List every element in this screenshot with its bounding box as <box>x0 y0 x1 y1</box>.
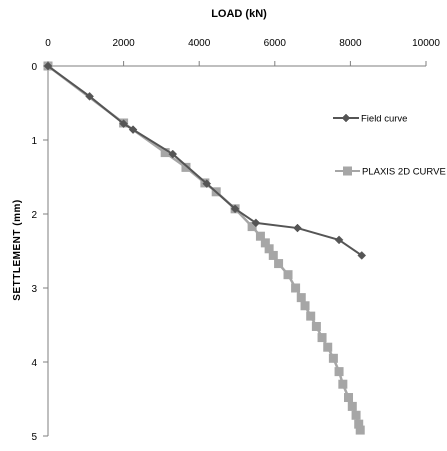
y-tick-label: 1 <box>31 136 37 147</box>
field-curve-point <box>43 61 53 71</box>
x-tick-label: 6000 <box>264 38 287 49</box>
legend-label: PLAXIS 2D CURVE <box>362 167 446 178</box>
y-tick-label: 4 <box>31 358 37 369</box>
plaxis-2d-curve-point <box>347 401 357 411</box>
plaxis-2d-curve-point <box>274 259 284 269</box>
field-curve-point <box>230 204 240 214</box>
legend-swatch-marker <box>341 113 351 123</box>
plaxis-2d-curve-point <box>317 333 327 343</box>
y-axis-title: SETTLEMENT (mm) <box>12 199 23 300</box>
plaxis-2d-curve-point <box>247 222 257 232</box>
field-curve-point <box>251 218 261 228</box>
plaxis-2d-curve-point <box>300 301 310 311</box>
x-tick-label: 2000 <box>112 38 135 49</box>
y-tick-label: 0 <box>31 62 37 73</box>
plaxis-2d-curve-point <box>328 353 338 363</box>
x-tick-label: 4000 <box>188 38 211 49</box>
field-curve-point <box>168 149 178 159</box>
y-tick-label: 3 <box>31 284 37 295</box>
axes: 0 2000 4000 6000 8000 10000 0 1 2 3 4 5 <box>31 38 440 443</box>
field-curve-point <box>334 235 344 245</box>
x-tick-label: 10000 <box>412 38 440 49</box>
field-curve-series <box>43 61 367 260</box>
plaxis-2d-curve-series <box>43 61 365 435</box>
plaxis-2d-curve-point <box>351 410 361 420</box>
plaxis-2d-curve-point <box>323 342 333 352</box>
field-curve-point <box>357 251 367 260</box>
plaxis-2d-curve-point <box>306 311 316 321</box>
plaxis-2d-curve-point <box>338 379 348 389</box>
plaxis-2d-curve-point <box>283 270 293 280</box>
legend-item-plaxis-2d-curve: PLAXIS 2D CURVE <box>335 166 446 178</box>
plaxis-2d-curve-point <box>354 419 364 429</box>
y-tick-label: 2 <box>31 210 37 221</box>
plaxis-2d-curve-point <box>355 425 365 435</box>
x-tick-label: 0 <box>45 38 51 49</box>
plaxis-2d-curve-point <box>255 231 265 241</box>
y-tick-label: 5 <box>31 432 37 443</box>
field-curve-point <box>128 125 138 134</box>
field-curve-line <box>47 65 363 257</box>
plaxis-2d-curve-point <box>260 238 270 248</box>
plaxis-2d-curve-point <box>334 367 344 377</box>
legend: Field curve PLAXIS 2D CURVE <box>333 114 446 178</box>
field-curve-point <box>202 179 212 189</box>
field-curve-point <box>119 119 128 129</box>
field-curve-point <box>293 223 302 233</box>
plaxis-2d-curve-point <box>311 321 321 331</box>
plaxis-2d-curve-point <box>344 393 354 403</box>
plaxis-2d-curve-point <box>181 162 191 172</box>
legend-item-field-curve: Field curve <box>333 114 407 125</box>
plaxis-2d-curve-line <box>47 65 362 431</box>
plaxis-2d-curve-point <box>160 148 170 158</box>
plaxis-2d-curve-point <box>291 283 301 293</box>
chart-title: LOAD (kN) <box>211 8 267 20</box>
field-curve-point <box>85 91 94 101</box>
plaxis-2d-curve-point <box>268 250 278 260</box>
x-tick-label: 8000 <box>339 38 362 49</box>
plaxis-2d-curve-point <box>296 293 306 303</box>
legend-label: Field curve <box>361 114 407 125</box>
legend-swatch-marker <box>343 166 352 176</box>
plaxis-2d-curve-point <box>264 244 274 254</box>
plot-area <box>43 61 367 435</box>
